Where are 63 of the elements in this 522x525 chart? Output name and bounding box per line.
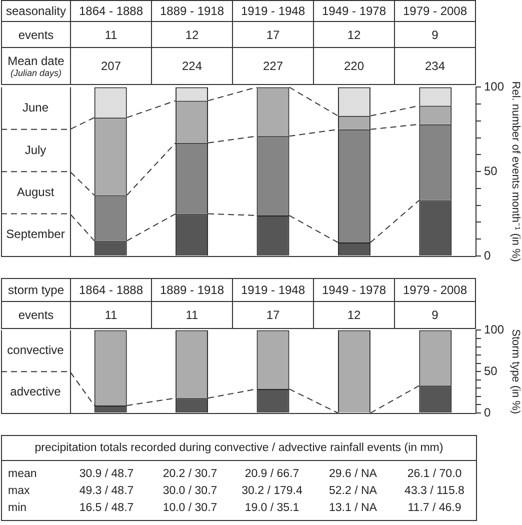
text: 11 xyxy=(104,28,118,42)
text: convective xyxy=(7,343,64,358)
text: Mean date (Julian days) xyxy=(6,54,66,78)
text: max xyxy=(7,484,31,498)
y-tick-label: 50 xyxy=(484,164,498,178)
y-tick-label: 100 xyxy=(484,322,504,337)
text: 9 xyxy=(430,308,440,322)
text: precipitation totals recorded during convective / advective rainfall events (in mm) xyxy=(2,436,476,461)
x-tick-label: 1889 - 1918 xyxy=(158,283,226,297)
text: 30.2 / 179.4 xyxy=(240,484,304,498)
x-tick-label: 1864 - 1888 xyxy=(78,4,144,18)
chart-title: storm type xyxy=(6,283,65,297)
x-tick-label: 1889 - 1918 xyxy=(158,4,226,18)
text: min xyxy=(7,500,28,516)
text: 11.7 / 46.9 xyxy=(406,500,462,516)
text: 207 xyxy=(100,59,122,73)
y-tick-label: 100 xyxy=(484,80,504,94)
chart-title: seasonality xyxy=(4,4,68,18)
text: 10.0 / 30.7 xyxy=(162,500,218,516)
text: events xyxy=(17,308,55,322)
x-tick-label: 1919 - 1948 xyxy=(240,4,306,18)
text: 224 xyxy=(180,59,204,73)
text: mean xyxy=(7,466,38,482)
text: July xyxy=(24,142,46,157)
text: 9 xyxy=(430,28,440,42)
text: 43.3 / 115.8 xyxy=(404,484,466,498)
x-tick-label: 1949 - 1978 xyxy=(320,4,388,18)
text: 30.0 / 30.7 xyxy=(162,484,218,498)
text: August xyxy=(16,185,55,200)
text: 12 xyxy=(184,28,200,42)
text: 16.5 / 48.7 xyxy=(78,500,135,516)
y-axis-title: Rel. number of events month⁻¹ (in %) xyxy=(509,81,522,262)
text: 20.9 / 66.7 xyxy=(244,466,300,482)
x-tick-label: 1949 - 1978 xyxy=(320,283,388,297)
text: 29.6 / NA xyxy=(328,466,378,482)
text: 234 xyxy=(424,59,446,73)
text: 13.1 / NA xyxy=(328,500,378,516)
text: 49.3 / 48.7 xyxy=(78,484,135,498)
x-tick-label: 1919 - 1948 xyxy=(240,283,306,297)
text: 20.2 / 30.7 xyxy=(162,466,218,482)
text: 17 xyxy=(265,28,281,42)
text: 11 xyxy=(184,308,200,322)
y-axis-title: Storm type (in %) xyxy=(509,329,522,414)
text: June xyxy=(22,100,49,115)
y-tick-label: 0 xyxy=(484,405,491,420)
text: 17 xyxy=(265,308,281,322)
x-tick-label: 1979 - 2008 xyxy=(402,283,468,297)
text: 12 xyxy=(346,308,362,322)
text: 19.0 / 35.1 xyxy=(244,500,300,516)
text: 11 xyxy=(104,308,118,322)
text: 52.2 / NA xyxy=(328,484,378,498)
text: advective xyxy=(10,384,62,399)
x-tick-label: 1979 - 2008 xyxy=(402,4,468,18)
text: 12 xyxy=(346,28,362,42)
text: 26.1 / 70.0 xyxy=(406,466,463,482)
text: events xyxy=(17,28,55,42)
text: 30.9 / 48.7 xyxy=(78,466,135,482)
x-tick-label: 1864 - 1888 xyxy=(78,283,144,297)
text: 220 xyxy=(342,59,366,73)
text: 227 xyxy=(262,59,284,73)
y-tick-label: 0 xyxy=(484,248,491,262)
y-tick-label: 50 xyxy=(484,364,498,378)
text: September xyxy=(6,227,65,242)
